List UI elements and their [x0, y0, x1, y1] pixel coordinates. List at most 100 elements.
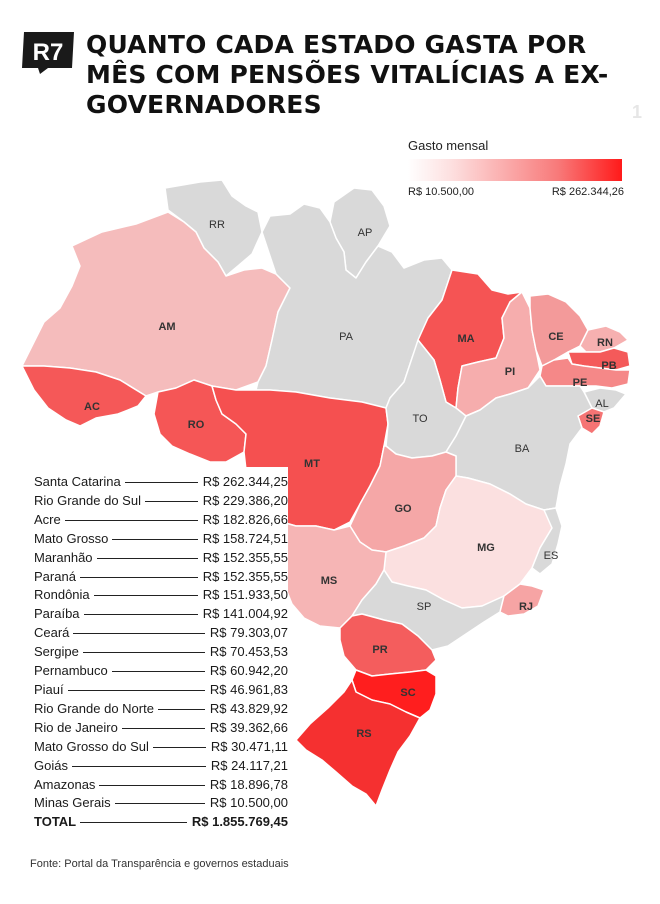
state-rs[interactable]	[295, 679, 421, 807]
table-row: Rio Grande do Norte R$ 43.829,92	[34, 700, 288, 719]
state-name: Rio de Janeiro	[34, 719, 118, 735]
source-note: Fonte: Portal da Transparência e governo…	[30, 858, 289, 870]
total-row: TOTAL R$ 1.855.769,45	[34, 813, 288, 832]
state-name: Paraíba	[34, 606, 80, 622]
table-row: Paraíba R$ 141.004,92	[34, 605, 288, 624]
label-se: SE	[586, 413, 601, 425]
state-name: Minas Gerais	[34, 795, 111, 811]
state-value: R$ 39.362,66	[209, 719, 288, 735]
label-ba: BA	[515, 443, 530, 455]
label-am: AM	[158, 321, 175, 333]
state-name: Rondônia	[34, 587, 90, 603]
state-name: Maranhão	[34, 549, 93, 565]
label-ro: RO	[188, 419, 205, 431]
page-title: QUANTO CADA ESTADO GASTA POR MÊS COM PEN…	[86, 30, 609, 119]
state-name: Acre	[34, 511, 61, 527]
label-ma: MA	[457, 333, 474, 345]
state-rj[interactable]	[499, 583, 545, 617]
table-row: Mato Grosso do Sul R$ 30.471,11	[34, 738, 288, 757]
state-value: R$ 262.344,25	[202, 474, 288, 489]
label-es: ES	[544, 550, 559, 562]
label-rr: RR	[209, 219, 225, 231]
legend-min-label: R$ 10.500,00	[408, 186, 475, 198]
state-value: R$ 182.826,66	[202, 511, 288, 527]
state-value: R$ 43.829,92	[209, 700, 288, 716]
state-name: Paraná	[34, 568, 76, 584]
table-row: Rio Grande do Sul R$ 229.386,20	[34, 492, 288, 511]
table-row: Paraná R$ 152.355,55	[34, 568, 288, 587]
table-row: Ceará R$ 79.303,07	[34, 624, 288, 643]
state-value: R$ 18.896,78	[209, 776, 288, 792]
state-name: Rio Grande do Sul	[34, 492, 141, 508]
table-row: Rio de Janeiro R$ 39.362,66	[34, 719, 288, 738]
state-value: R$ 79.303,07	[209, 625, 288, 641]
state-value: R$ 70.453,53	[209, 644, 288, 660]
table-row: Piauí R$ 46.961,83	[34, 681, 288, 700]
spending-table: Santa Catarina R$ 262.344,25 Rio Grande do…	[28, 467, 288, 839]
table-row: Acre R$ 182.826,66	[34, 511, 288, 530]
table-row: Rondônia R$ 151.933,50	[34, 586, 288, 605]
state-name: Sergipe	[34, 644, 79, 660]
state-ac[interactable]	[21, 365, 147, 427]
table-row: Sergipe R$ 70.453,53	[34, 643, 288, 662]
legend-gradient-bar	[408, 159, 622, 181]
label-ce: CE	[548, 331, 563, 343]
label-al: AL	[595, 398, 608, 410]
label-pa: PA	[339, 331, 354, 343]
label-sc: SC	[400, 687, 415, 699]
state-name: Mato Grosso	[34, 530, 109, 546]
label-pr: PR	[372, 644, 387, 656]
label-mt: MT	[304, 458, 320, 470]
label-pb: PB	[601, 360, 616, 372]
state-value: R$ 151.933,50	[202, 587, 288, 603]
table-row: Goiás R$ 24.117,21	[34, 757, 288, 776]
label-rj: RJ	[519, 601, 533, 613]
logo-text: R7	[33, 39, 64, 66]
label-rs: RS	[356, 728, 371, 740]
state-value: R$ 46.961,83	[209, 681, 288, 697]
table-row: Minas Gerais R$ 10.500,00	[34, 794, 288, 813]
label-sp: SP	[417, 601, 432, 613]
state-value: R$ 158.724,51	[202, 530, 288, 546]
state-value: R$ 229.386,20	[202, 492, 288, 508]
total-label: TOTAL	[34, 814, 77, 830]
label-ap: AP	[358, 227, 373, 239]
state-name: Rio Grande do Norte	[34, 700, 154, 716]
label-pi: PI	[505, 366, 515, 378]
state-value: R$ 24.117,21	[210, 757, 288, 773]
state-name: Goiás	[34, 757, 68, 773]
state-name: Santa Catarina	[34, 474, 121, 489]
page-number: 1	[632, 102, 643, 122]
state-name: Pernambuco	[34, 663, 108, 679]
state-value: R$ 141.004,92	[202, 606, 288, 622]
state-mt[interactable]	[211, 385, 389, 531]
label-rn: RN	[597, 337, 613, 349]
state-name: Mato Grosso do Sul	[34, 738, 149, 754]
legend-max-label: R$ 262.344,26	[551, 186, 624, 198]
state-value: R$ 30.471,11	[210, 738, 288, 754]
label-mg: MG	[477, 542, 495, 554]
state-name: Ceará	[34, 625, 70, 641]
table-row: Pernambuco R$ 60.942,20	[34, 662, 288, 681]
legend-title: Gasto mensal	[408, 138, 489, 153]
label-go: GO	[394, 503, 412, 515]
label-ac: AC	[84, 401, 100, 413]
state-name: Piauí	[34, 681, 64, 697]
table-row: Mato Grosso R$ 158.724,51	[34, 530, 288, 549]
label-to: TO	[412, 413, 428, 425]
state-es[interactable]	[531, 507, 563, 575]
label-pe: PE	[573, 377, 588, 389]
color-legend: Gasto mensal R$ 10.500,00 R$ 262.344,26	[408, 138, 628, 202]
table-row: Amazonas R$ 18.896,78	[34, 776, 288, 795]
label-ms: MS	[321, 575, 338, 587]
state-value: R$ 10.500,00	[209, 795, 288, 811]
r7-logo: R7	[22, 32, 74, 74]
state-value: R$ 152.355,55	[202, 568, 288, 584]
state-value: R$ 152.355,55	[202, 549, 288, 565]
state-name: Amazonas	[34, 776, 96, 792]
table-row: Santa Catarina R$ 262.344,25	[34, 473, 288, 492]
state-am[interactable]	[21, 211, 291, 397]
total-value: R$ 1.855.769,45	[191, 814, 288, 830]
state-value: R$ 60.942,20	[209, 663, 288, 679]
